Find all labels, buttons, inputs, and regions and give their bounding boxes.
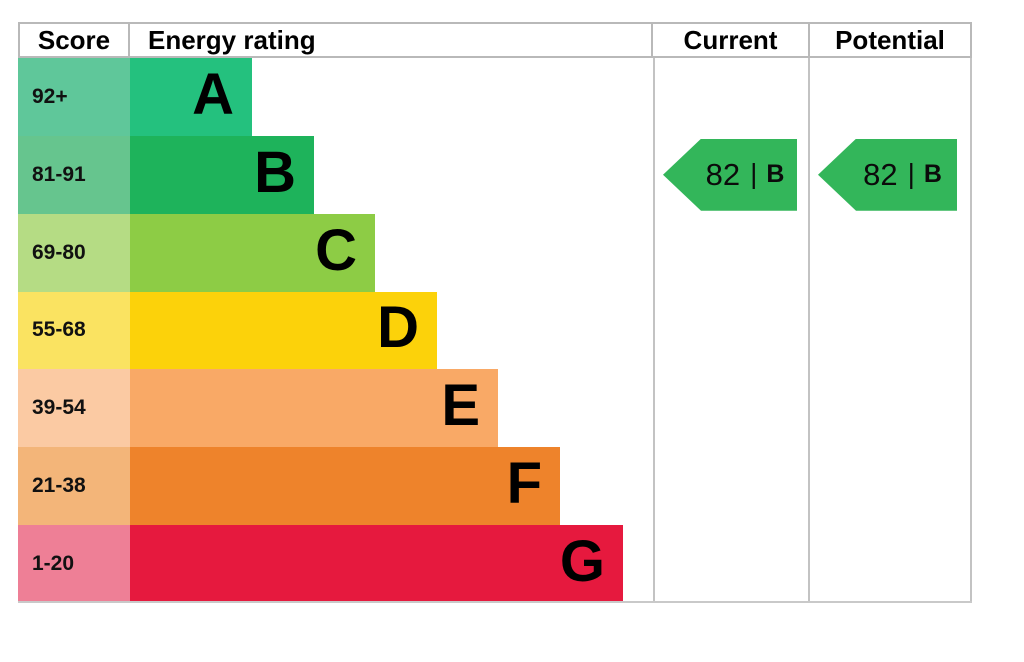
score-cell: 81-91 [18, 135, 130, 214]
score-cell: 69-80 [18, 213, 130, 292]
band-rows: 92+ A 81-91 B 69-80 C 55-68 D 39-54 E 21… [18, 58, 972, 603]
potential-rating-value: 82 [863, 156, 898, 192]
current-column-left-divider [653, 58, 655, 603]
band-letter: F [506, 451, 542, 517]
band-row-a: 92+ A [18, 58, 972, 136]
potential-column-header: Potential [810, 22, 972, 58]
table-header-row: Score Energy rating Current Potential [18, 22, 972, 58]
rating-bar: C [130, 213, 375, 292]
band-row-b: 81-91 B [18, 135, 972, 214]
potential-column-left-divider [808, 58, 810, 603]
rating-bar: F [130, 447, 560, 526]
rating-bar: E [130, 369, 498, 448]
band-row-e: 39-54 E [18, 369, 972, 448]
energy-rating-column-header: Energy rating [130, 22, 653, 58]
current-rating-band-letter: B [766, 160, 785, 189]
band-letter: E [441, 373, 480, 439]
band-letter: D [377, 295, 419, 361]
band-letter: G [559, 528, 605, 594]
current-column-header: Current [653, 22, 810, 58]
band-letter: C [315, 217, 357, 283]
score-column-header: Score [18, 22, 130, 58]
band-row-c: 69-80 C [18, 213, 972, 292]
score-cell: 92+ [18, 58, 130, 136]
band-row-g: 1-20 G [18, 525, 972, 603]
table-bottom-border [18, 601, 972, 603]
divider-glyph: | [750, 157, 758, 189]
band-row-f: 21-38 F [18, 447, 972, 526]
score-cell: 39-54 [18, 369, 130, 448]
score-cell: 21-38 [18, 447, 130, 526]
score-cell: 1-20 [18, 525, 130, 603]
divider-glyph: | [907, 157, 915, 189]
epc-table: Score Energy rating Current Potential 92… [18, 22, 972, 603]
current-rating-arrow: 82 | B [663, 138, 797, 211]
rating-bar: G [130, 525, 623, 603]
rating-bar: A [130, 58, 252, 136]
band-letter: A [192, 61, 234, 127]
rating-bar: B [130, 135, 314, 214]
current-rating-value: 82 [705, 156, 741, 192]
band-letter: B [254, 139, 296, 205]
score-cell: 55-68 [18, 291, 130, 370]
rating-bar: D [130, 291, 437, 370]
potential-rating-band-letter: B [923, 160, 942, 189]
table-right-divider [970, 58, 972, 603]
band-row-d: 55-68 D [18, 291, 972, 370]
